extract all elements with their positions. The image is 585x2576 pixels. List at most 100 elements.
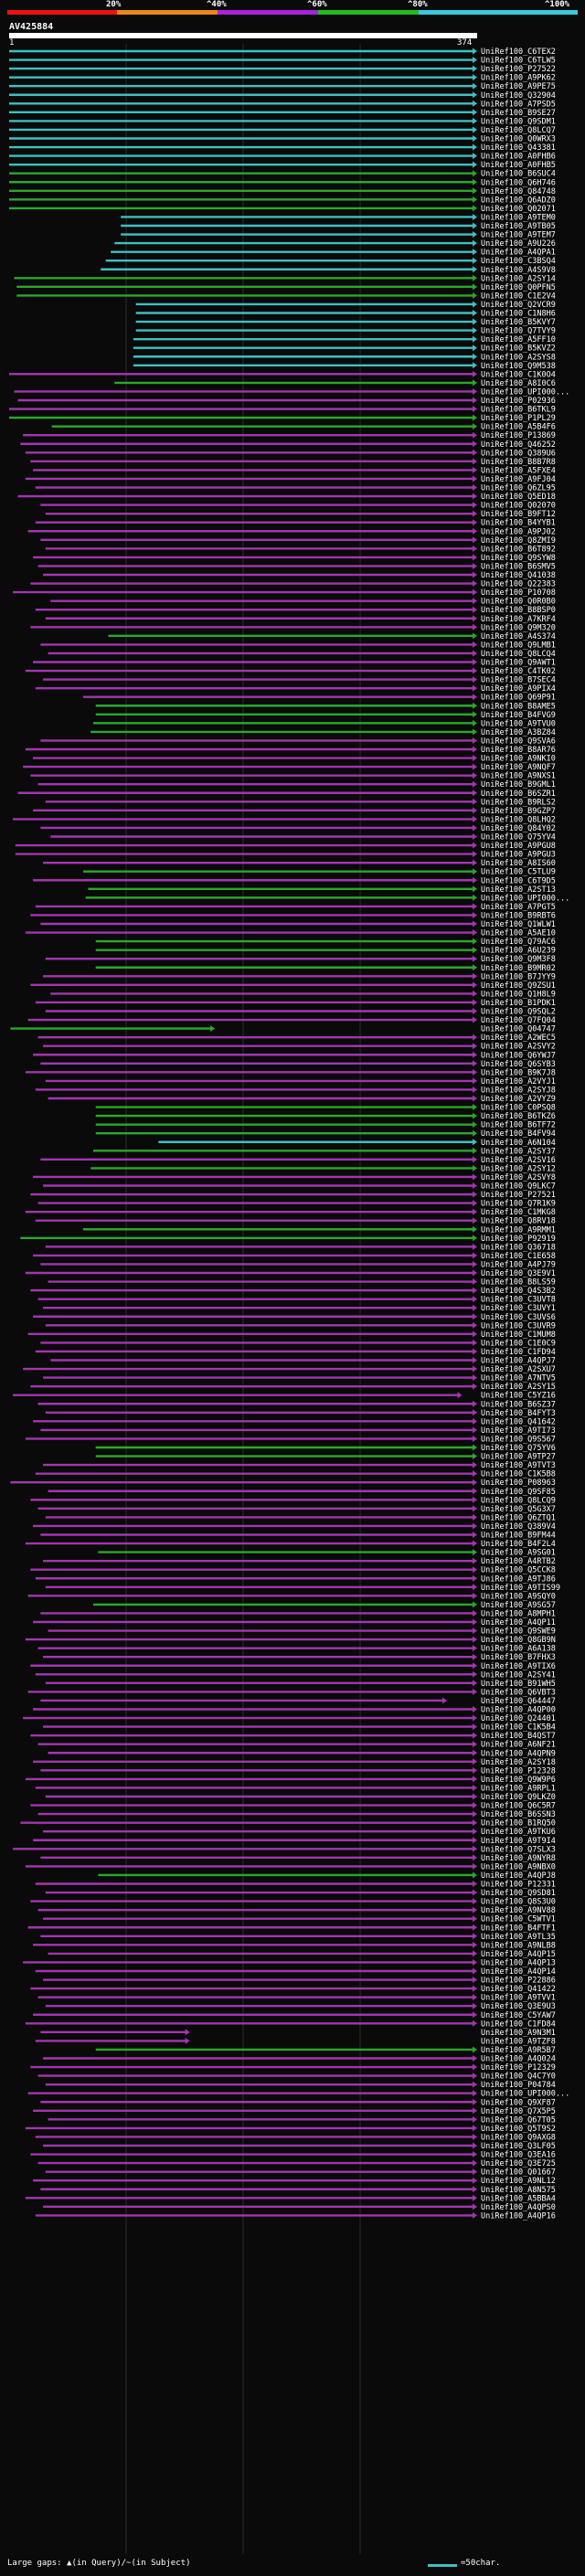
hit-label[interactable]: UniRef100_UPI000... bbox=[481, 387, 569, 397]
hit-label[interactable]: UniRef100_Q9XF87 bbox=[481, 2098, 556, 2107]
hit-label[interactable]: UniRef100_B8AME5 bbox=[481, 702, 556, 711]
hit-label[interactable]: UniRef100_Q01667 bbox=[481, 2168, 556, 2178]
hit-label[interactable]: UniRef100_A9TL35 bbox=[481, 1933, 556, 1942]
hit-label[interactable]: UniRef100_A9NQF7 bbox=[481, 763, 556, 772]
hit-label[interactable]: UniRef100_C6TLW5 bbox=[481, 57, 556, 66]
hit-label[interactable]: UniRef100_A4QP16 bbox=[481, 2211, 556, 2221]
hit-label[interactable]: UniRef100_B8AR76 bbox=[481, 746, 556, 755]
hit-label[interactable]: UniRef100_UPI000... bbox=[481, 894, 569, 903]
hit-label[interactable]: UniRef100_B8LS59 bbox=[481, 1278, 556, 1288]
hit-label[interactable]: UniRef100_Q46252 bbox=[481, 440, 556, 450]
hit-label[interactable]: UniRef100_Q8LCQ7 bbox=[481, 126, 556, 135]
hit-label[interactable]: UniRef100_A4S9V8 bbox=[481, 266, 556, 275]
hit-label[interactable]: UniRef100_B6TKZ6 bbox=[481, 1112, 556, 1121]
hit-label[interactable]: UniRef100_C1K5B8 bbox=[481, 1470, 556, 1479]
hit-label[interactable]: UniRef100_A9TVU0 bbox=[481, 719, 556, 728]
hit-label[interactable]: UniRef100_Q9LMB1 bbox=[481, 641, 556, 650]
hit-label[interactable]: UniRef100_A9FJ04 bbox=[481, 475, 556, 484]
hit-label[interactable]: UniRef100_A9PIX4 bbox=[481, 684, 556, 694]
hit-label[interactable]: UniRef100_Q24401 bbox=[481, 1714, 556, 1723]
hit-label[interactable]: UniRef100_C5TLU9 bbox=[481, 868, 556, 877]
hit-label[interactable]: UniRef100_B4YYB1 bbox=[481, 519, 556, 528]
hit-label[interactable]: UniRef100_C5WTV1 bbox=[481, 1915, 556, 1924]
hit-label[interactable]: UniRef100_A9TVV1 bbox=[481, 1994, 556, 2003]
hit-label[interactable]: UniRef100_A8IS60 bbox=[481, 859, 556, 868]
hit-label[interactable]: UniRef100_Q6YWJ7 bbox=[481, 1051, 556, 1060]
hit-label[interactable]: UniRef100_Q22383 bbox=[481, 580, 556, 589]
hit-label[interactable]: UniRef100_A9NYR8 bbox=[481, 1854, 556, 1863]
hit-label[interactable]: UniRef100_C3BSQ4 bbox=[481, 257, 556, 266]
hit-label[interactable]: UniRef100_A9TIX6 bbox=[481, 1662, 556, 1671]
hit-label[interactable]: UniRef100_A9PGU3 bbox=[481, 851, 556, 860]
hit-label[interactable]: UniRef100_Q79AC6 bbox=[481, 938, 556, 947]
hit-label[interactable]: UniRef100_A9TJ86 bbox=[481, 1574, 556, 1584]
hit-label[interactable]: UniRef100_A9RPL1 bbox=[481, 1784, 556, 1793]
hit-label[interactable]: UniRef100_C4TK02 bbox=[481, 667, 556, 676]
hit-label[interactable]: UniRef100_C1N8H6 bbox=[481, 310, 556, 319]
hit-label[interactable]: UniRef100_A2SY41 bbox=[481, 1670, 556, 1680]
hit-label[interactable]: UniRef100_Q5CCK8 bbox=[481, 1566, 556, 1575]
hit-label[interactable]: UniRef100_Q9SVA6 bbox=[481, 737, 556, 746]
hit-label[interactable]: UniRef100_B5KVY7 bbox=[481, 318, 556, 327]
hit-label[interactable]: UniRef100_C5YAW7 bbox=[481, 2011, 556, 2020]
hit-label[interactable]: UniRef100_Q6SYB3 bbox=[481, 1060, 556, 1069]
hit-label[interactable]: UniRef100_Q8LHQ2 bbox=[481, 815, 556, 824]
hit-label[interactable]: UniRef100_A9TEM0 bbox=[481, 213, 556, 222]
hit-label[interactable]: UniRef100_Q4S3B2 bbox=[481, 1287, 556, 1296]
hit-label[interactable]: UniRef100_Q8RV18 bbox=[481, 1217, 556, 1226]
hit-label[interactable]: UniRef100_A9PE75 bbox=[481, 82, 556, 91]
hit-label[interactable]: UniRef100_A2SY14 bbox=[481, 274, 556, 283]
hit-label[interactable]: UniRef100_P04784 bbox=[481, 2081, 556, 2090]
hit-label[interactable]: UniRef100_Q9M3F8 bbox=[481, 955, 556, 964]
hit-label[interactable]: UniRef100_C1FD84 bbox=[481, 2019, 556, 2029]
hit-label[interactable]: UniRef100_A4QP14 bbox=[481, 1967, 556, 1977]
hit-label[interactable]: UniRef100_Q9SQL2 bbox=[481, 1008, 556, 1017]
hit-label[interactable]: UniRef100_Q84748 bbox=[481, 187, 556, 196]
hit-label[interactable]: UniRef100_B4QST7 bbox=[481, 1732, 556, 1741]
hit-label[interactable]: UniRef100_P92919 bbox=[481, 1235, 556, 1244]
hit-label[interactable]: UniRef100_Q389U6 bbox=[481, 449, 556, 458]
hit-label[interactable]: UniRef100_Q8S3U0 bbox=[481, 1898, 556, 1907]
hit-label[interactable]: UniRef100_B9SE27 bbox=[481, 109, 556, 118]
hit-label[interactable]: UniRef100_A9N3M1 bbox=[481, 2029, 556, 2038]
hit-label[interactable]: UniRef100_A9TI73 bbox=[481, 1426, 556, 1436]
hit-label[interactable]: UniRef100_Q02070 bbox=[481, 502, 556, 511]
hit-label[interactable]: UniRef100_Q6C5R7 bbox=[481, 1802, 556, 1811]
hit-label[interactable]: UniRef100_A2SVY8 bbox=[481, 1173, 556, 1182]
hit-label[interactable]: UniRef100_A6A138 bbox=[481, 1645, 556, 1654]
hit-label[interactable]: UniRef100_Q8LCQ9 bbox=[481, 1496, 556, 1505]
hit-label[interactable]: UniRef100_Q9S567 bbox=[481, 1435, 556, 1444]
hit-label[interactable]: UniRef100_A2SV16 bbox=[481, 1156, 556, 1165]
hit-label[interactable]: UniRef100_Q84Y02 bbox=[481, 824, 556, 833]
hit-label[interactable]: UniRef100_Q0R0B0 bbox=[481, 598, 556, 607]
hit-label[interactable]: UniRef100_Q0WRX3 bbox=[481, 135, 556, 144]
hit-label[interactable]: UniRef100_B6SUC4 bbox=[481, 170, 556, 179]
hit-label[interactable]: UniRef100_Q1H8L9 bbox=[481, 990, 556, 999]
hit-label[interactable]: UniRef100_C3UVS6 bbox=[481, 1313, 556, 1322]
hit-label[interactable]: UniRef100_Q02071 bbox=[481, 205, 556, 214]
hit-label[interactable]: UniRef100_Q9SDM1 bbox=[481, 117, 556, 126]
hit-label[interactable]: UniRef100_A2WEC5 bbox=[481, 1034, 556, 1043]
hit-label[interactable]: UniRef100_Q5G3X7 bbox=[481, 1505, 556, 1514]
hit-label[interactable]: UniRef100_B7JYY9 bbox=[481, 972, 556, 981]
hit-label[interactable]: UniRef100_A6U239 bbox=[481, 947, 556, 956]
hit-label[interactable]: UniRef100_Q69P91 bbox=[481, 694, 556, 703]
hit-label[interactable]: UniRef100_Q41422 bbox=[481, 1985, 556, 1994]
hit-label[interactable]: UniRef100_Q9M320 bbox=[481, 623, 556, 632]
hit-label[interactable]: UniRef100_P27521 bbox=[481, 1191, 556, 1200]
hit-label[interactable]: UniRef100_A6NF21 bbox=[481, 1741, 556, 1750]
hit-label[interactable]: UniRef100_P12331 bbox=[481, 1881, 556, 1890]
hit-label[interactable]: UniRef100_A2SY15 bbox=[481, 1383, 556, 1392]
hit-label[interactable]: UniRef100_Q9LKC7 bbox=[481, 1182, 556, 1192]
hit-label[interactable]: UniRef100_C1MUM8 bbox=[481, 1330, 556, 1340]
hit-label[interactable]: UniRef100_Q389V4 bbox=[481, 1522, 556, 1532]
hit-label[interactable]: UniRef100_Q1WLW1 bbox=[481, 920, 556, 929]
hit-label[interactable]: UniRef100_A2SYS8 bbox=[481, 353, 556, 362]
hit-label[interactable]: UniRef100_A7KRF4 bbox=[481, 615, 556, 624]
hit-label[interactable]: UniRef100_A9TEM7 bbox=[481, 231, 556, 240]
hit-label[interactable]: UniRef100_Q75YV6 bbox=[481, 1444, 556, 1453]
hit-label[interactable]: UniRef100_B4FTF1 bbox=[481, 1924, 556, 1933]
hit-label[interactable]: UniRef100_B6SZR1 bbox=[481, 790, 556, 799]
hit-label[interactable]: UniRef100_B6T892 bbox=[481, 545, 556, 554]
hit-label[interactable]: UniRef100_Q8LCQ4 bbox=[481, 650, 556, 659]
